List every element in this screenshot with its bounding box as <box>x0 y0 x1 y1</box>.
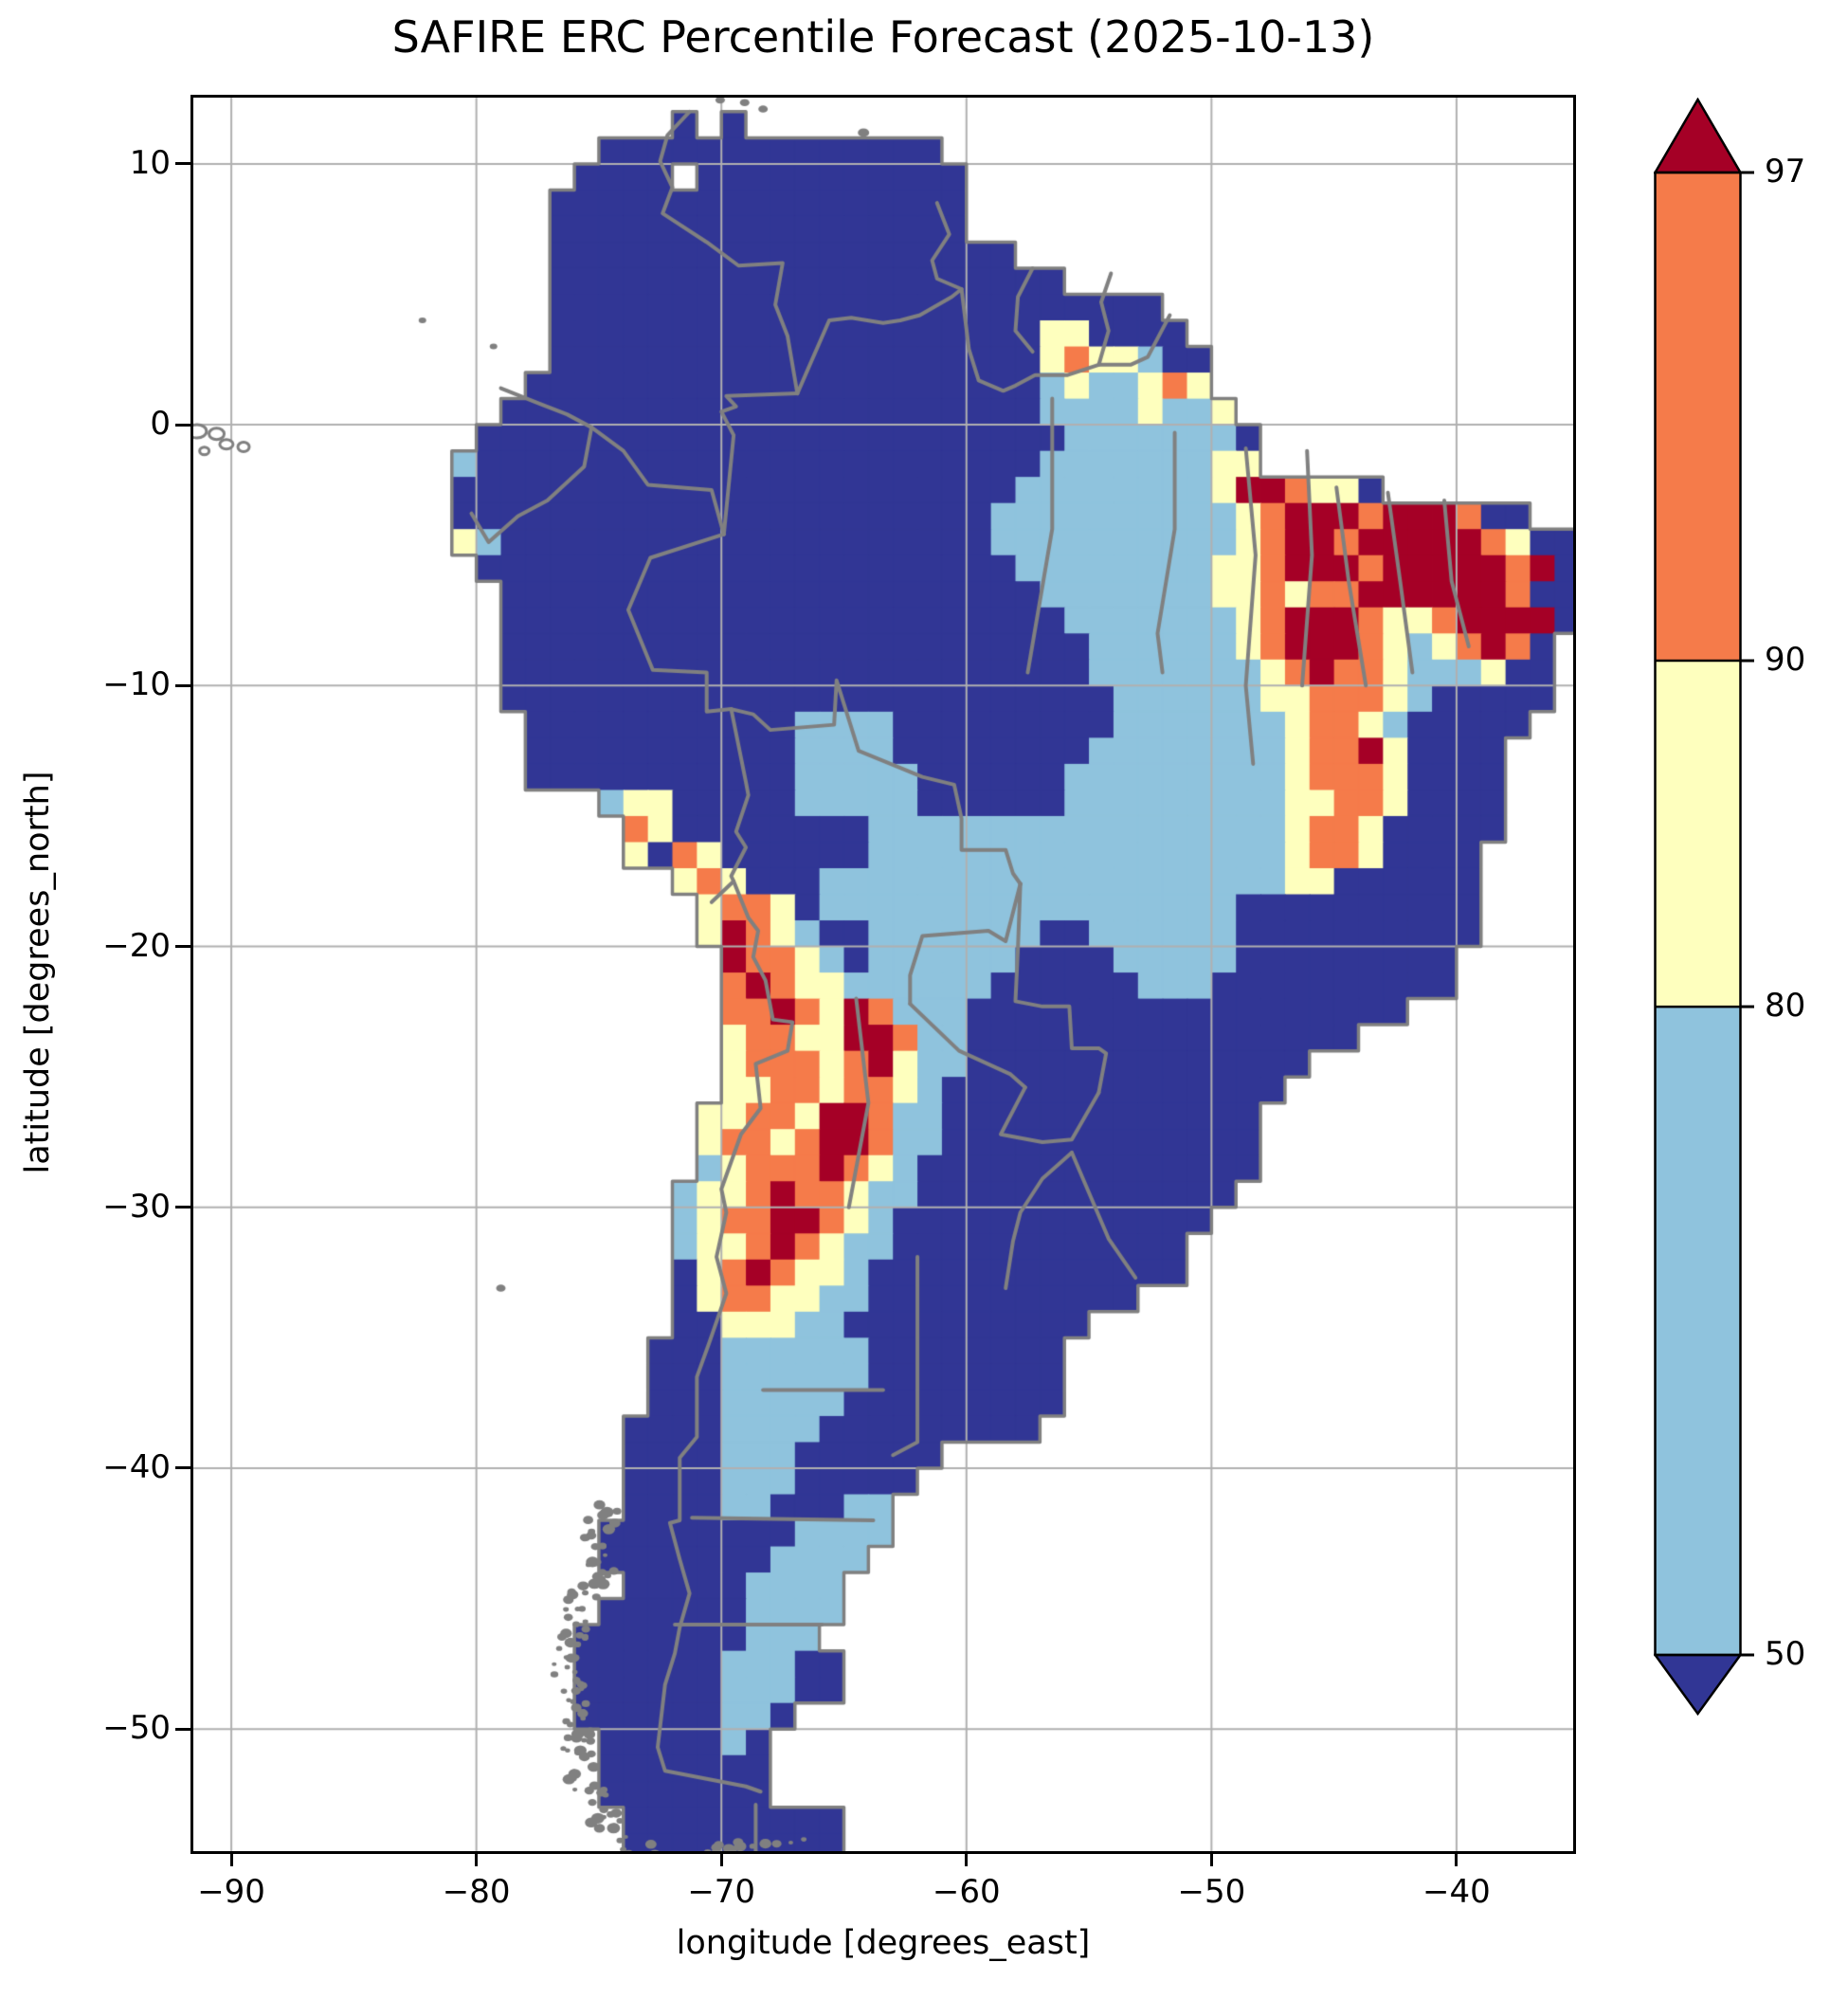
x-tick-mark <box>719 1851 723 1866</box>
y-tick-mark <box>175 1727 190 1731</box>
y-tick-label: 0 <box>150 405 171 444</box>
y-tick-mark <box>175 1206 190 1209</box>
x-tick-mark <box>965 1851 969 1866</box>
x-tick-mark <box>1209 1851 1213 1866</box>
x-tick-label: −80 <box>442 1873 511 1911</box>
chart-title: SAFIRE ERC Percentile Forecast (2025-10-… <box>391 11 1375 63</box>
colorbar-extend-min-triangle-icon <box>1653 1653 1743 1717</box>
x-tick-label: −40 <box>1422 1873 1491 1911</box>
y-axis-label: latitude [degrees_north] <box>19 771 57 1174</box>
y-tick-label: −10 <box>102 665 171 704</box>
colorbar-tick-label: 50 <box>1765 1635 1806 1673</box>
map-canvas <box>193 98 1573 1851</box>
plot-area <box>190 95 1576 1854</box>
y-tick-label: −30 <box>102 1187 171 1226</box>
y-tick-label: 10 <box>129 143 171 182</box>
y-tick-mark <box>175 1466 190 1470</box>
colorbar-segment-90-97 <box>1655 173 1741 662</box>
x-tick-mark <box>1455 1851 1458 1866</box>
y-tick-mark <box>175 162 190 166</box>
x-tick-label: −70 <box>687 1873 756 1911</box>
colorbar-tick-label: 80 <box>1765 987 1806 1026</box>
y-tick-label: −50 <box>102 1709 171 1748</box>
x-axis-label: longitude [degrees_east] <box>676 1924 1091 1962</box>
colorbar-segment-50-80 <box>1655 1007 1741 1655</box>
colorbar-extend-max-triangle-icon <box>1653 97 1743 174</box>
x-tick-mark <box>475 1851 479 1866</box>
y-tick-label: −20 <box>102 926 171 965</box>
colorbar-segment-80-90 <box>1655 661 1741 1008</box>
colorbar-outline <box>1654 171 1742 1657</box>
colorbar <box>1653 97 1767 1720</box>
x-tick-mark <box>229 1851 233 1866</box>
colorbar-svg <box>1653 97 1754 1717</box>
colorbar-tick-label: 90 <box>1765 641 1806 680</box>
y-tick-mark <box>175 683 190 687</box>
x-tick-label: −50 <box>1177 1873 1246 1911</box>
y-tick-label: −40 <box>102 1447 171 1486</box>
y-tick-mark <box>175 945 190 949</box>
colorbar-tick-label: 97 <box>1765 153 1806 191</box>
x-tick-label: −60 <box>932 1873 1001 1911</box>
y-tick-mark <box>175 423 190 427</box>
x-tick-label: −90 <box>197 1873 265 1911</box>
